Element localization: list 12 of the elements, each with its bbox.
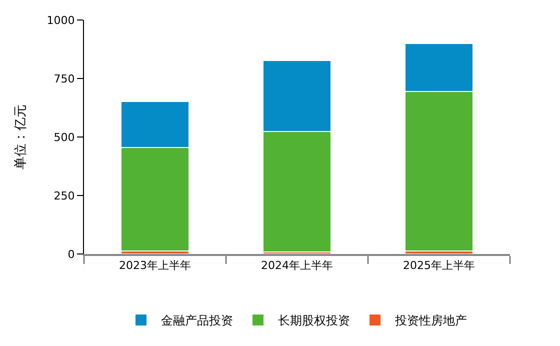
legend-label: 长期股权投资 [278,314,350,328]
y-tick-label: 750 [54,72,75,86]
x-tick-label: 2024年上半年 [261,259,333,272]
legend-label: 投资性房地产 [394,314,467,328]
legend-label: 金融产品投资 [161,314,233,328]
y-axis-title: 单位：亿元 [14,104,29,170]
x-tick-label: 2023年上半年 [119,259,191,272]
x-tick-label: 2025年上半年 [403,259,475,272]
y-tick-label: 500 [54,130,75,144]
y-tick-label: 1000 [46,14,75,27]
y-tick-label: 0 [68,248,75,261]
y-tick-label: 250 [54,189,75,202]
